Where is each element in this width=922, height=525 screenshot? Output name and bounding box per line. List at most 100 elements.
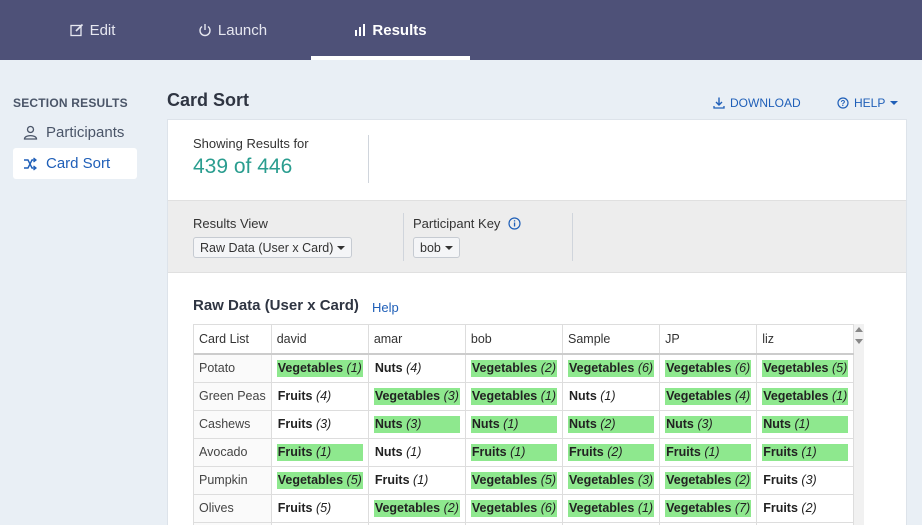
category-name: Fruits xyxy=(277,416,313,431)
category-match-badge: Fruits (1) xyxy=(762,443,849,461)
category-count: (3) xyxy=(406,416,422,431)
category-match-badge: Vegetables (1) xyxy=(276,359,363,377)
category-cell: Vegetables (7) xyxy=(659,494,758,523)
filters-bar: Results View Raw Data (User x Card) Part… xyxy=(168,200,906,273)
tab-launch-label: Launch xyxy=(217,21,268,39)
category-match-badge: Nuts (2) xyxy=(568,415,655,433)
participant-key-value: bob xyxy=(420,240,441,255)
category-cell: Nuts (1) xyxy=(562,382,661,411)
edit-icon xyxy=(69,23,84,37)
table-row: Cashews Fruits (3) Nuts (3) Nuts (1) Nuts (2… xyxy=(194,410,864,439)
card-name-cell: Green Peas xyxy=(194,382,272,411)
category-name: Fruits xyxy=(763,444,798,459)
tab-results-label: Results xyxy=(372,21,427,39)
category-name: Nuts xyxy=(374,416,403,431)
category-count: (1) xyxy=(413,472,429,487)
card-name-cell: Cashews xyxy=(194,410,272,439)
chevron-down-icon xyxy=(890,101,899,105)
column-header-card-list: Card List xyxy=(194,325,272,355)
category-name: Vegetables xyxy=(569,472,635,487)
category-count: (1) xyxy=(600,388,616,403)
help-menu-button[interactable]: ? HELP xyxy=(837,96,899,110)
category-cell xyxy=(368,522,466,525)
category-match-badge: Vegetables (6) xyxy=(665,359,752,377)
category-value: Nuts (4) xyxy=(374,360,460,377)
category-cell: Vegetables (1) xyxy=(756,382,855,411)
sidebar-item-label: Participants xyxy=(46,124,125,141)
user-icon xyxy=(23,125,39,140)
category-count: (3) xyxy=(637,472,654,487)
category-cell xyxy=(756,522,855,525)
category-count: (1) xyxy=(406,444,422,459)
category-match-badge: Vegetables (2) xyxy=(373,499,460,517)
raw-data-help-link[interactable]: Help xyxy=(372,300,399,315)
category-cell: Fruits (3) xyxy=(271,410,369,439)
scroll-up-arrow-icon[interactable] xyxy=(855,327,863,332)
category-name: Vegetables xyxy=(666,472,732,487)
category-match-badge: Vegetables (2) xyxy=(470,359,557,377)
column-header-participant: JP xyxy=(659,325,758,355)
category-cell: Vegetables (3) xyxy=(562,466,661,495)
category-match-badge: Vegetables (1) xyxy=(568,499,655,517)
category-name: Fruits xyxy=(277,500,313,515)
category-cell: Fruits (1) xyxy=(465,438,564,467)
category-name: Vegetables xyxy=(666,388,732,403)
category-match-badge: Vegetables (7) xyxy=(665,499,752,517)
category-name: Fruits xyxy=(277,444,313,459)
category-value: Fruits (3) xyxy=(762,472,848,489)
category-cell: Fruits (3) xyxy=(756,466,855,495)
category-match-badge: Vegetables (6) xyxy=(470,499,557,517)
card-name-cell: Olives xyxy=(194,494,272,523)
category-match-badge: Vegetables (5) xyxy=(762,359,849,377)
info-icon[interactable] xyxy=(508,217,522,230)
showing-results-count: 439 of 446 xyxy=(193,155,293,178)
scroll-down-arrow-icon[interactable] xyxy=(855,339,863,344)
participant-key-select[interactable]: bob xyxy=(413,237,460,258)
category-cell: Vegetables (6) xyxy=(562,354,661,383)
category-cell: Nuts (2) xyxy=(562,410,661,439)
category-name: Fruits xyxy=(569,444,604,459)
category-cell: Vegetables (2) xyxy=(368,494,466,523)
table-scrollbar[interactable] xyxy=(854,324,864,525)
category-count: (4) xyxy=(315,388,332,403)
category-count: (1) xyxy=(510,444,526,459)
results-view-select[interactable]: Raw Data (User x Card) xyxy=(193,237,353,258)
help-label: HELP xyxy=(854,96,886,110)
card-name-cell xyxy=(194,522,272,525)
sidebar-item-card-sort[interactable]: Card Sort xyxy=(13,148,137,179)
category-cell: Nuts (1) xyxy=(368,438,466,467)
category-match-badge: Fruits (1) xyxy=(470,443,557,461)
category-count: (2) xyxy=(443,500,459,515)
category-count: (5) xyxy=(540,472,556,487)
raw-data-table-container[interactable]: Card ListdavidamarbobSampleJPlizM Potato… xyxy=(193,324,864,525)
tab-launch[interactable]: Launch xyxy=(170,0,295,60)
table-row: Green Peas Fruits (4) Vegetables (3) Vegeta… xyxy=(194,382,864,411)
table-header-row: Card ListdavidamarbobSampleJPlizM xyxy=(194,325,864,355)
tab-edit[interactable]: Edit xyxy=(30,0,155,60)
category-name: Fruits xyxy=(277,388,313,403)
tab-results[interactable]: Results xyxy=(311,0,470,60)
category-value: Fruits (4) xyxy=(277,388,363,405)
category-cell: Vegetables (5) xyxy=(756,354,855,383)
download-button[interactable]: DOWNLOAD xyxy=(713,96,801,110)
category-match-badge: Nuts (1) xyxy=(470,415,557,433)
category-value: Fruits (1) xyxy=(374,472,460,489)
category-count: (1) xyxy=(794,416,810,431)
showing-results-label: Showing Results for xyxy=(193,136,309,151)
category-count: (3) xyxy=(801,472,817,487)
category-name: Vegetables xyxy=(471,388,538,403)
raw-data-table: Card ListdavidamarbobSampleJPlizM Potato… xyxy=(194,325,864,525)
category-match-badge: Fruits (1) xyxy=(276,443,363,461)
category-name: Nuts xyxy=(471,416,500,431)
sidebar-item-participants[interactable]: Participants xyxy=(13,117,137,148)
category-count: (1) xyxy=(704,444,720,459)
category-count: (1) xyxy=(346,360,362,375)
category-count: (2) xyxy=(734,472,751,487)
category-cell: Fruits (4) xyxy=(271,382,369,411)
page-title: Card Sort xyxy=(167,90,250,110)
category-match-badge: Fruits (1) xyxy=(665,443,752,461)
column-header-participant: bob xyxy=(465,325,564,355)
category-match-badge: Nuts (3) xyxy=(665,415,752,433)
category-value: Fruits (5) xyxy=(277,500,363,517)
category-count: (2) xyxy=(600,416,616,431)
